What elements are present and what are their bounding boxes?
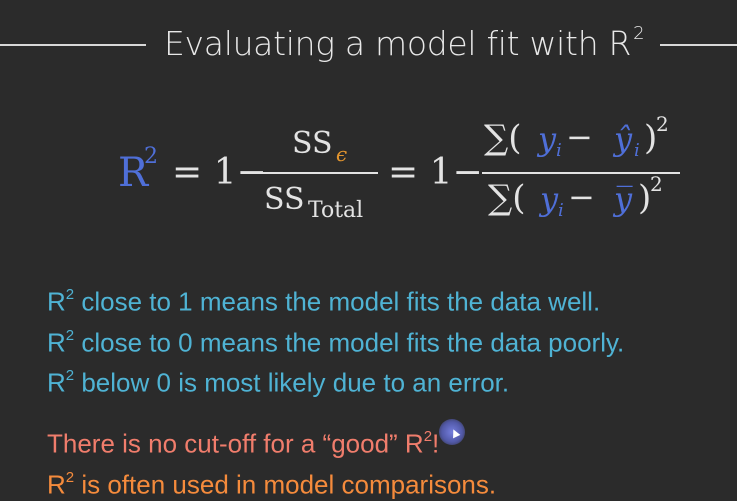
fraction1-numerator-epsilon: ϵ <box>336 142 348 166</box>
r-superscript: 2 <box>423 428 433 445</box>
formula-lhs: R <box>118 150 149 196</box>
r-symbol: R <box>47 327 66 358</box>
interpretation-list: R2 close to 1 means the model fits the d… <box>47 279 624 401</box>
fraction2-denominator-minus: − <box>568 178 595 216</box>
interpretation-text: close to 1 means the model fits the data… <box>74 286 601 317</box>
fraction2-numerator-y: y <box>538 120 557 158</box>
title-rule-left <box>0 44 146 46</box>
fraction2-numerator-sum: ∑( <box>484 118 522 158</box>
note-line-1: There is no cut-off for a “good” R2! <box>47 421 496 462</box>
notes-list: There is no cut-off for a “good” R2! R2 … <box>47 421 496 501</box>
title-text: Evaluating a model fit with R <box>164 24 632 63</box>
interpretation-text: below 0 is most likely due to an error. <box>74 367 510 398</box>
interpretation-text: close to 0 means the model fits the data… <box>74 327 625 358</box>
note-line-2: R2 is often used in model comparisons. <box>47 462 496 501</box>
r-symbol: R <box>47 469 66 500</box>
r-squared-formula: R 2 = 1− SS ϵ SS Total = 1− ∑( y i − ŷ i… <box>100 112 700 232</box>
fraction2-denominator-i: i <box>558 200 564 221</box>
note-text: There is no cut-off for a “good” R <box>47 428 424 459</box>
fraction2-bar <box>482 172 680 174</box>
fraction2-numerator-close: ) <box>644 118 658 158</box>
fraction2-denominator-close: ) <box>638 178 652 218</box>
fraction1-denominator-ss: SS <box>264 182 305 217</box>
fraction2-numerator-yhat: ŷ <box>614 120 633 158</box>
fraction1-denominator-total: Total <box>308 198 364 223</box>
formula-equals-one-1: = 1− <box>172 152 267 193</box>
note-tail: ! <box>432 428 440 459</box>
interpretation-line-2: R2 close to 0 means the model fits the d… <box>47 320 624 361</box>
r-symbol: R <box>47 367 66 398</box>
r-superscript: 2 <box>65 286 75 303</box>
fraction2-numerator-i: i <box>556 140 562 161</box>
r-superscript: 2 <box>65 468 75 486</box>
r-superscript: 2 <box>65 326 75 344</box>
formula-lhs-sup: 2 <box>144 144 158 169</box>
fraction2-numerator-exp: 2 <box>656 112 669 136</box>
fraction1-numerator-ss: SS <box>292 126 333 161</box>
note-text: is often used in model comparisons. <box>74 469 497 500</box>
fraction2-denominator-exp: 2 <box>650 172 663 196</box>
fraction1-bar <box>262 172 378 174</box>
fraction2-denominator-sum: ∑( <box>488 178 526 218</box>
r-superscript: 2 <box>65 367 75 385</box>
cursor-highlight <box>439 419 465 445</box>
formula-equals-one-2: = 1− <box>388 152 483 193</box>
interpretation-line-1: R2 close to 1 means the model fits the d… <box>47 279 624 320</box>
interpretation-line-3: R2 below 0 is most likely due to an erro… <box>47 360 624 401</box>
title-superscript: 2 <box>633 23 645 44</box>
fraction2-numerator-minus: − <box>566 118 593 156</box>
r-symbol: R <box>47 286 66 317</box>
title-rule-right <box>660 44 737 46</box>
fraction2-numerator-i2: i <box>634 140 640 161</box>
fraction2-denominator-ybar: y̅ <box>614 180 633 218</box>
fraction2-denominator-y: y <box>540 180 559 218</box>
